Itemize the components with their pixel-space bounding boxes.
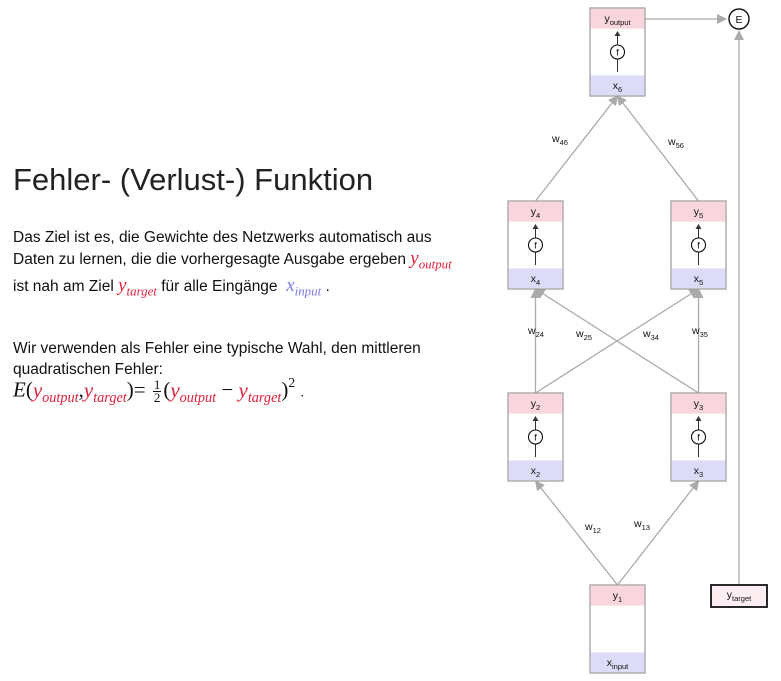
weight-label-24: w24: [527, 325, 544, 339]
intro-text-d: .: [325, 277, 330, 295]
error-label: E: [735, 14, 742, 26]
weight-label-13: w13: [633, 518, 650, 532]
x-input-symbol: xinput: [286, 274, 322, 299]
y-target-symbol: ytarget: [118, 274, 157, 299]
activation-f-icon: [527, 237, 544, 253]
neuron-output-label: y1: [613, 590, 622, 604]
activation-arrow: [532, 416, 539, 421]
error-circle-icon: [728, 8, 750, 30]
weight-label-12: w12: [584, 521, 601, 535]
weight-label-34: w34: [642, 328, 659, 342]
neuron-n4: y4 x4 f: [507, 200, 564, 290]
output-band: [671, 393, 726, 414]
target-node: ytarget: [710, 584, 768, 608]
intro-text-b: ist nah am Ziel: [13, 277, 114, 295]
intro-paragraph: Das Ziel ist es, die Gewichte des Netzwe…: [13, 227, 453, 301]
activation-f-icon: [690, 429, 707, 445]
activation-arrow: [532, 224, 539, 229]
activation-f-label: f: [697, 241, 700, 252]
activation-f-label: f: [616, 48, 619, 59]
target-box: [710, 584, 768, 608]
intro-text-a: Das Ziel ist es, die Gewichte des Netzwe…: [13, 229, 432, 268]
activation-f-label: f: [534, 433, 537, 444]
output-band: [590, 585, 645, 606]
page-title: Fehler- (Verlust-) Funktion: [13, 162, 374, 197]
error-node: E: [728, 8, 750, 30]
y-output-symbol: youtput: [410, 248, 452, 272]
target-label: ytarget: [727, 589, 752, 603]
activation-arrow: [695, 224, 702, 229]
neuron-output-label: y5: [694, 206, 703, 220]
activation-arrow: [695, 416, 702, 421]
neuron-input-label: x4: [531, 273, 540, 287]
neuron-n1: y1 xinput: [589, 584, 646, 674]
neuron-output-label: y3: [694, 398, 703, 412]
output-band: [508, 201, 563, 222]
weight-label-25: w25: [575, 328, 592, 342]
neuron-input-label: x5: [694, 273, 703, 287]
neuron-output-label: youtput: [604, 13, 631, 27]
input-band: [590, 652, 645, 673]
neuron-input-label: x3: [694, 465, 703, 479]
input-band: [508, 268, 563, 289]
input-band: [590, 75, 645, 96]
output-band: [671, 201, 726, 222]
neuron-n2: y2 x2 f: [507, 392, 564, 482]
neuron-n6: youtput x6 f: [589, 7, 646, 97]
neuron-n3: y3 x3 f: [670, 392, 727, 482]
neuron-output-label: y4: [531, 206, 540, 220]
activation-f-icon: [609, 44, 626, 60]
activation-f-label: f: [534, 241, 537, 252]
edge-n1-n2: [534, 480, 619, 586]
weight-label-35: w35: [691, 325, 708, 339]
activation-f-icon: [690, 237, 707, 253]
neuron-input-label: xinput: [607, 657, 629, 671]
mse-formula: E(youtput,ytarget)= 1 2 (youtput − ytarget…: [13, 375, 304, 406]
neuron-input-label: x6: [613, 80, 622, 94]
edge-n5-n6: [616, 95, 700, 202]
activation-f-label: f: [697, 433, 700, 444]
weight-label-46: w46: [551, 133, 568, 147]
edge-n1-n3: [616, 480, 700, 586]
activation-arrow: [614, 31, 621, 36]
input-band: [508, 460, 563, 481]
activation-f-icon: [527, 429, 544, 445]
intro-text-c: für alle Eingänge: [161, 277, 278, 295]
output-band: [508, 393, 563, 414]
neuron-output-label: y2: [531, 398, 540, 412]
output-band: [590, 8, 645, 29]
input-band: [671, 268, 726, 289]
input-band: [671, 460, 726, 481]
loss-paragraph: Wir verwenden als Fehler eine typische W…: [13, 340, 421, 378]
edge-n3-n4: [534, 288, 699, 394]
neuron-input-label: x2: [531, 465, 540, 479]
edge-n4-n6: [534, 95, 619, 202]
weight-label-56: w56: [667, 136, 684, 150]
neuron-n5: y5 x5 f: [670, 200, 727, 290]
